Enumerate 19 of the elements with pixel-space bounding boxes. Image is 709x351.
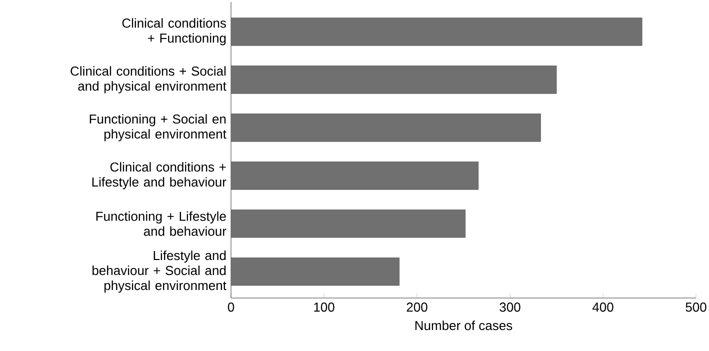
y-tick-label: Clinical conditions + Social and physical environment <box>70 66 226 94</box>
x-tick-label: 0 <box>228 302 234 312</box>
bar <box>231 162 479 190</box>
x-tick-label: 200 <box>406 302 428 312</box>
x-tick-label: 500 <box>686 302 706 312</box>
y-tick-label: Lifestyle and behaviour + Social and physical environment <box>92 250 226 293</box>
x-tick-label: 100 <box>314 302 334 312</box>
y-tick-label: Functioning + Lifestyle and behaviour <box>96 211 226 236</box>
bar <box>231 66 557 94</box>
bar <box>231 114 541 142</box>
bar <box>231 18 642 46</box>
x-tick-label: 300 <box>500 302 520 312</box>
y-tick-label: Functioning + Social en physical environment <box>90 114 226 142</box>
y-tick-label: Clinical conditions + Lifestyle and behaviour <box>92 162 226 190</box>
x-axis-title: Number of cases <box>415 320 512 330</box>
y-tick-label: Clinical conditions + Functioning <box>122 18 226 46</box>
x-tick-label: 400 <box>592 302 614 312</box>
bar <box>231 210 466 238</box>
bar <box>231 258 400 286</box>
